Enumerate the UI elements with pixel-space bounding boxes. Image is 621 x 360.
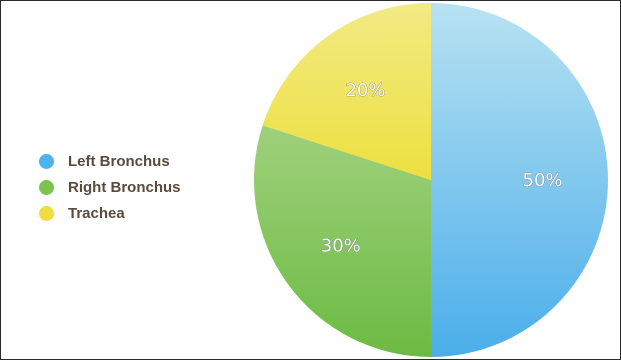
legend-label-trachea: Trachea	[68, 204, 125, 222]
legend-item-left-bronchus: Left Bronchus	[39, 150, 181, 172]
legend-swatch-right-bronchus	[39, 179, 54, 195]
legend-swatch-trachea	[39, 205, 54, 221]
pie-slice-trachea	[262, 3, 431, 180]
legend-label-left-bronchus: Left Bronchus	[68, 152, 170, 170]
pie-slice-right-bronchus	[253, 125, 431, 358]
pie-label-right-bronchus: 30%	[321, 236, 361, 257]
legend-label-right-bronchus: Right Bronchus	[68, 178, 181, 196]
legend-item-right-bronchus: Right Bronchus	[39, 176, 181, 198]
chart-legend: Left Bronchus Right Bronchus Trachea	[39, 150, 181, 224]
pie-slice-labels: 50% 30% 20%	[320, 79, 563, 257]
legend-swatch-left-bronchus	[39, 153, 54, 169]
pie-slices	[253, 3, 608, 358]
pie-slice-left-bronchus	[431, 3, 608, 357]
legend-item-trachea: Trachea	[39, 202, 181, 224]
pie-label-trachea: 20%	[345, 80, 385, 101]
pie-label-left-bronchus: 50%	[523, 170, 563, 191]
